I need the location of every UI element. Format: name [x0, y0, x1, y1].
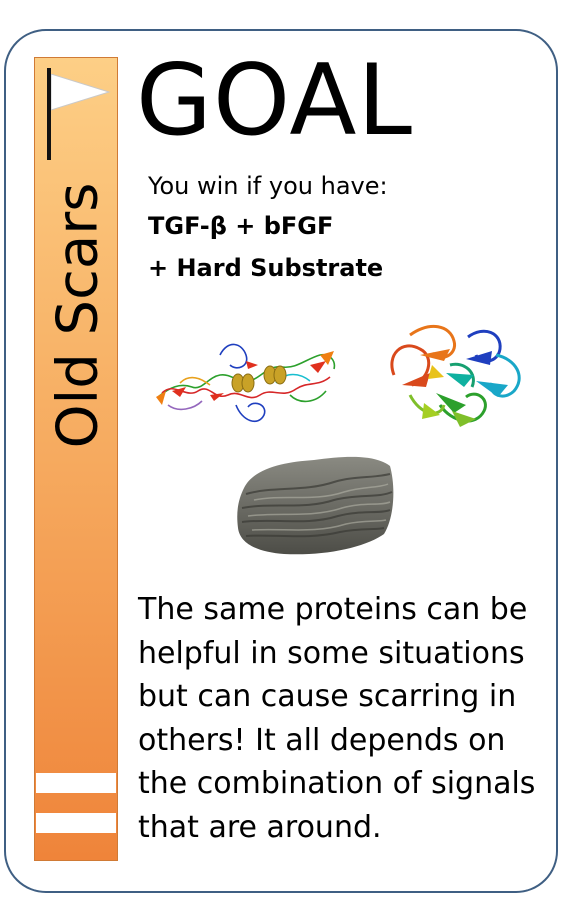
- description-line: The same proteins can be: [138, 592, 528, 627]
- requirement-substrate: + Hard Substrate: [148, 254, 384, 282]
- card-title: GOAL: [136, 44, 413, 158]
- description-line: the combination of signals: [138, 766, 536, 801]
- description-line: helpful in some situations: [138, 635, 525, 671]
- card-description: The same proteins can be helpful in some…: [138, 588, 558, 849]
- protein-structure-bfgf: [390, 325, 521, 427]
- category-label-text: Old Scars: [45, 182, 111, 448]
- rock-substrate: [237, 456, 394, 555]
- sidebar-stripe-2: [36, 813, 116, 833]
- category-sidebar: [34, 57, 118, 861]
- description-line: others! It all depends on: [138, 722, 506, 758]
- description-line: but can cause scarring in: [138, 679, 517, 714]
- flag-pole: [47, 68, 51, 160]
- description-line: that are around.: [138, 809, 382, 845]
- requirement-proteins: TGF-β + bFGF: [148, 212, 334, 240]
- category-label: Old Scars: [28, 170, 128, 460]
- flag-icon: [51, 74, 111, 111]
- sidebar-stripe-1: [36, 773, 116, 793]
- win-condition-intro: You win if you have:: [148, 172, 388, 200]
- protein-structure-tgf-beta: [156, 343, 336, 423]
